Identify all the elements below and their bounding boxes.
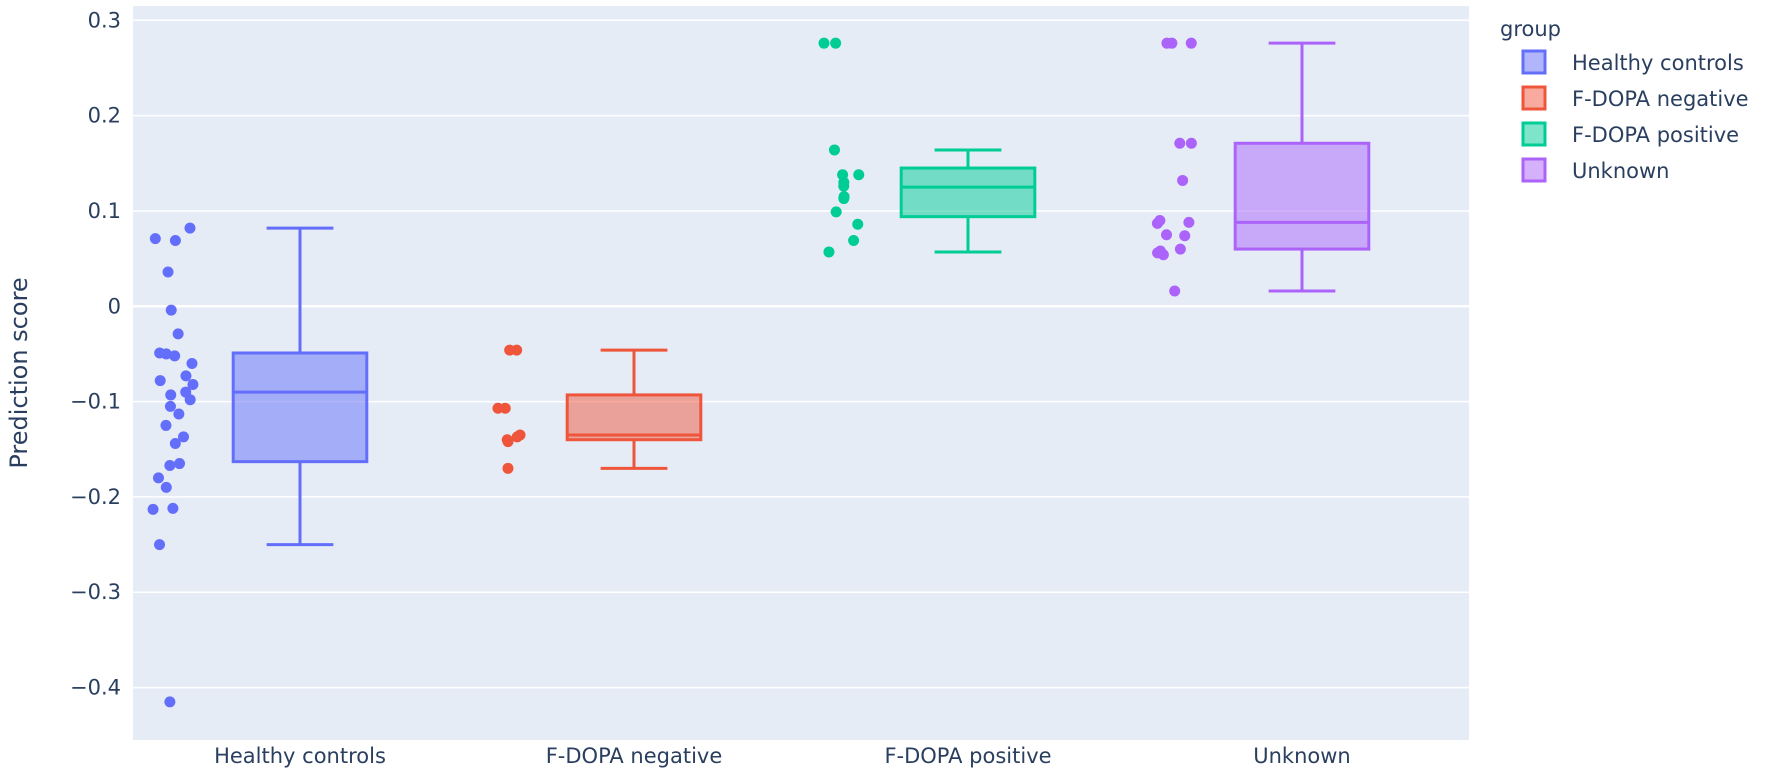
- x-tick-label: F-DOPA negative: [546, 744, 723, 768]
- legend-item[interactable]: F-DOPA positive: [1521, 121, 1739, 147]
- legend-swatch: [1521, 157, 1547, 183]
- data-point: [187, 378, 199, 390]
- y-tick-label: 0: [108, 294, 121, 318]
- data-point: [164, 459, 176, 471]
- data-point: [1169, 285, 1181, 297]
- legend-label: Healthy controls: [1572, 51, 1744, 75]
- box: [231, 351, 369, 464]
- legend-label: Unknown: [1572, 159, 1669, 183]
- data-point: [165, 389, 177, 401]
- series-group: [1151, 37, 1371, 297]
- data-point: [1185, 137, 1197, 149]
- data-point: [160, 419, 172, 431]
- data-point: [830, 206, 842, 218]
- data-point: [853, 169, 865, 181]
- series-group: [147, 222, 369, 708]
- data-point: [186, 357, 198, 369]
- x-axis-ticks: Healthy controls F-DOPA negative F-DOPA po…: [214, 744, 1351, 768]
- y-tick-label: 0.2: [88, 104, 121, 128]
- data-point: [838, 180, 850, 192]
- data-point: [1161, 229, 1173, 241]
- legend-swatch: [1521, 49, 1547, 75]
- series-group: [492, 344, 703, 474]
- data-point: [1174, 243, 1186, 255]
- y-tick-label: −0.3: [70, 580, 121, 604]
- data-point: [492, 402, 504, 414]
- y-tick-label: −0.4: [70, 676, 121, 700]
- data-point: [1177, 174, 1189, 186]
- legend-label: F-DOPA negative: [1572, 87, 1749, 111]
- data-point: [184, 222, 196, 234]
- legend[interactable]: group Healthy controls F-DOPA negative F-D…: [1500, 17, 1749, 183]
- box: [565, 393, 703, 442]
- data-point: [160, 481, 172, 493]
- data-point: [178, 431, 190, 443]
- y-axis-title: Prediction score: [5, 277, 33, 468]
- data-point: [1174, 137, 1186, 149]
- data-point: [164, 400, 176, 412]
- data-point: [502, 462, 514, 474]
- data-point: [848, 234, 860, 246]
- data-point: [1157, 249, 1169, 261]
- data-point: [838, 193, 850, 205]
- data-point: [823, 246, 835, 258]
- legend-label: F-DOPA positive: [1572, 123, 1739, 147]
- data-point: [160, 348, 172, 360]
- data-point: [164, 696, 176, 708]
- legend-title: group: [1500, 17, 1561, 41]
- data-point: [1179, 230, 1191, 242]
- data-point: [184, 394, 196, 406]
- data-point: [162, 266, 174, 278]
- data-point: [174, 458, 186, 470]
- series-group: [818, 37, 1037, 258]
- data-point: [852, 218, 864, 230]
- y-tick-label: −0.2: [70, 485, 121, 509]
- data-point: [502, 436, 514, 448]
- data-point: [147, 503, 159, 515]
- legend-item[interactable]: Unknown: [1521, 157, 1669, 183]
- x-tick-label: F-DOPA positive: [884, 744, 1051, 768]
- data-point: [154, 539, 166, 551]
- data-point: [167, 502, 179, 514]
- data-point: [173, 408, 185, 420]
- data-point: [169, 234, 181, 246]
- data-point: [828, 144, 840, 156]
- series-layer: [147, 37, 1371, 708]
- data-point: [1151, 217, 1163, 229]
- legend-swatch: [1521, 121, 1547, 147]
- data-point: [169, 350, 181, 362]
- legend-swatch: [1521, 85, 1547, 111]
- legend-item[interactable]: F-DOPA negative: [1521, 85, 1749, 111]
- data-point: [1185, 37, 1197, 49]
- y-tick-label: −0.1: [70, 390, 121, 414]
- data-point: [504, 344, 516, 356]
- data-point: [149, 233, 161, 245]
- data-point: [154, 375, 166, 387]
- data-point: [1183, 216, 1195, 228]
- data-point: [165, 304, 177, 316]
- y-tick-label: 0.3: [88, 8, 121, 32]
- data-point: [180, 370, 192, 382]
- y-tick-label: 0.1: [88, 199, 121, 223]
- y-axis-ticks: −0.4 −0.3 −0.2 −0.1 0 0.1 0.2 0.3: [70, 8, 121, 699]
- box: [1233, 141, 1371, 251]
- data-point: [511, 431, 523, 443]
- data-point: [169, 438, 181, 450]
- x-tick-label: Unknown: [1253, 744, 1350, 768]
- data-point: [152, 472, 164, 484]
- data-point: [172, 328, 184, 340]
- x-tick-label: Healthy controls: [214, 744, 386, 768]
- data-point: [1161, 37, 1173, 49]
- data-point: [830, 37, 842, 49]
- legend-item[interactable]: Healthy controls: [1521, 49, 1744, 75]
- data-point: [818, 37, 830, 49]
- box: [899, 166, 1037, 219]
